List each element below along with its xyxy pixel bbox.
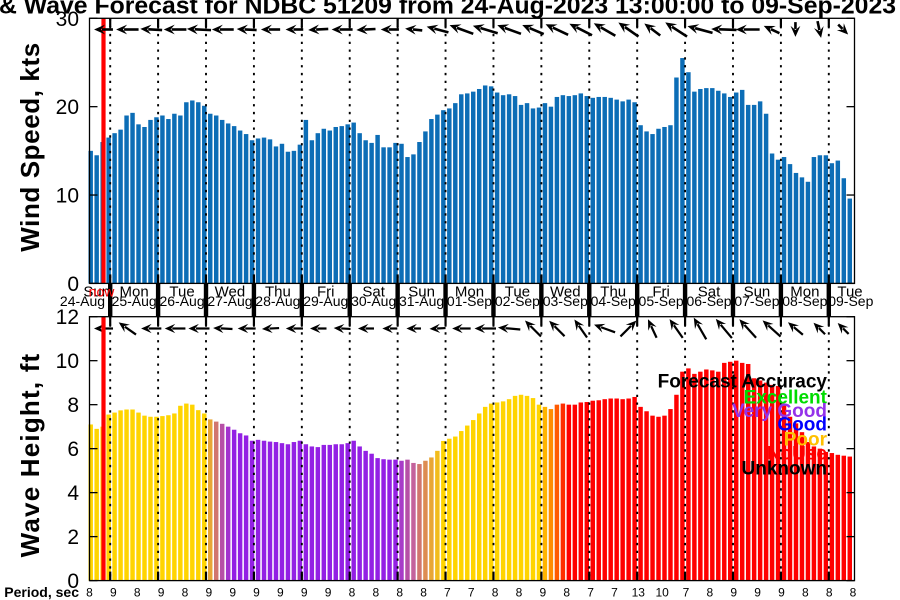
svg-text:9: 9 [229, 586, 236, 600]
svg-text:26-Aug: 26-Aug [159, 293, 204, 309]
svg-text:09-Sep: 09-Sep [828, 293, 873, 309]
svg-text:9: 9 [325, 586, 332, 600]
svg-text:Sat: Sat [698, 284, 721, 301]
svg-text:8: 8 [86, 586, 93, 600]
svg-text:24-Aug: 24-Aug [60, 293, 105, 309]
svg-text:8: 8 [182, 586, 189, 600]
svg-text:Fri: Fri [652, 284, 670, 301]
svg-text:9: 9 [253, 586, 260, 600]
svg-text:Period, sec: Period, sec [4, 584, 79, 600]
svg-text:Excellent: Excellent [744, 388, 828, 409]
svg-text:04-Sep: 04-Sep [591, 293, 636, 309]
svg-text:02-Sep: 02-Sep [495, 293, 540, 309]
svg-text:13: 13 [632, 586, 646, 600]
svg-text:Sun: Sun [408, 284, 435, 301]
svg-text:25-Aug: 25-Aug [112, 293, 157, 309]
svg-text:Tue: Tue [837, 284, 862, 301]
svg-text:6: 6 [67, 438, 79, 461]
svg-text:Wave Height, ft: Wave Height, ft [15, 353, 45, 558]
svg-text:8: 8 [826, 586, 833, 600]
svg-text:Good: Good [777, 415, 827, 436]
svg-text:0: 0 [67, 273, 79, 296]
svg-text:9: 9 [539, 586, 546, 600]
svg-text:8: 8 [563, 586, 570, 600]
svg-text:Sun: Sun [744, 284, 771, 301]
svg-text:Fri: Fri [317, 284, 335, 301]
svg-text:8: 8 [349, 586, 356, 600]
svg-text:30-Aug: 30-Aug [351, 293, 396, 309]
svg-text:4: 4 [67, 482, 79, 505]
svg-text:Mon: Mon [790, 284, 819, 301]
svg-text:10: 10 [56, 185, 79, 208]
svg-text:8: 8 [850, 586, 857, 600]
svg-text:Thu: Thu [265, 284, 291, 301]
svg-text:7: 7 [587, 586, 594, 600]
svg-text:07-Sep: 07-Sep [734, 293, 779, 309]
svg-text:Sun: Sun [83, 284, 110, 301]
svg-text:01-Sep: 01-Sep [447, 293, 492, 309]
svg-text:30: 30 [56, 8, 79, 31]
svg-text:Tue: Tue [505, 284, 530, 301]
svg-text:8: 8 [372, 586, 379, 600]
svg-text:08-Sep: 08-Sep [782, 293, 827, 309]
svg-text:27-Aug: 27-Aug [207, 293, 252, 309]
svg-text:8: 8 [420, 586, 427, 600]
svg-text:9: 9 [110, 586, 117, 600]
svg-text:10: 10 [56, 350, 79, 373]
svg-text:Wed: Wed [215, 284, 246, 301]
svg-text:03-Sep: 03-Sep [543, 293, 588, 309]
svg-text:8: 8 [396, 586, 403, 600]
svg-text:NoUse: NoUse [767, 444, 827, 465]
svg-text:& Wave Forecast for NDBC 51209: & Wave Forecast for NDBC 51209 from 24-A… [0, 0, 896, 20]
svg-text:28-Aug: 28-Aug [255, 293, 300, 309]
svg-text:05-Sep: 05-Sep [639, 293, 684, 309]
svg-text:Tue: Tue [169, 284, 194, 301]
svg-text:Poor: Poor [784, 430, 828, 451]
svg-text:7: 7 [611, 586, 618, 600]
svg-text:Unknown: Unknown [742, 459, 828, 480]
svg-text:8: 8 [67, 394, 79, 417]
svg-text:8: 8 [492, 586, 499, 600]
svg-text:12: 12 [56, 306, 79, 329]
svg-text:31-Aug: 31-Aug [399, 293, 444, 309]
svg-text:7: 7 [444, 586, 451, 600]
svg-text:7: 7 [468, 586, 475, 600]
svg-text:Wind Speed, kts: Wind Speed, kts [15, 42, 45, 252]
svg-text:9: 9 [158, 586, 165, 600]
svg-text:Very Good: Very Good [732, 401, 827, 422]
svg-text:20: 20 [56, 96, 79, 119]
svg-text:9: 9 [277, 586, 284, 600]
svg-text:Sat: Sat [362, 284, 385, 301]
svg-text:Wed: Wed [550, 284, 581, 301]
svg-text:06-Sep: 06-Sep [686, 293, 731, 309]
svg-text:9: 9 [301, 586, 308, 600]
svg-text:Mon: Mon [455, 284, 484, 301]
svg-text:8: 8 [516, 586, 523, 600]
svg-text:2: 2 [67, 526, 79, 549]
svg-text:9: 9 [754, 586, 761, 600]
svg-text:8: 8 [134, 586, 141, 600]
svg-text:Mon: Mon [120, 284, 149, 301]
svg-text:9: 9 [778, 586, 785, 600]
svg-text:9: 9 [205, 586, 212, 600]
svg-text:now: now [89, 284, 116, 300]
svg-text:8: 8 [707, 586, 714, 600]
svg-text:7: 7 [683, 586, 690, 600]
svg-text:10: 10 [655, 586, 669, 600]
svg-text:Thu: Thu [600, 284, 626, 301]
svg-text:0: 0 [67, 570, 79, 593]
svg-text:29-Aug: 29-Aug [303, 293, 348, 309]
svg-text:9: 9 [730, 586, 737, 600]
svg-text:8: 8 [802, 586, 809, 600]
svg-text:Forecast Accuracy: Forecast Accuracy [658, 372, 828, 393]
